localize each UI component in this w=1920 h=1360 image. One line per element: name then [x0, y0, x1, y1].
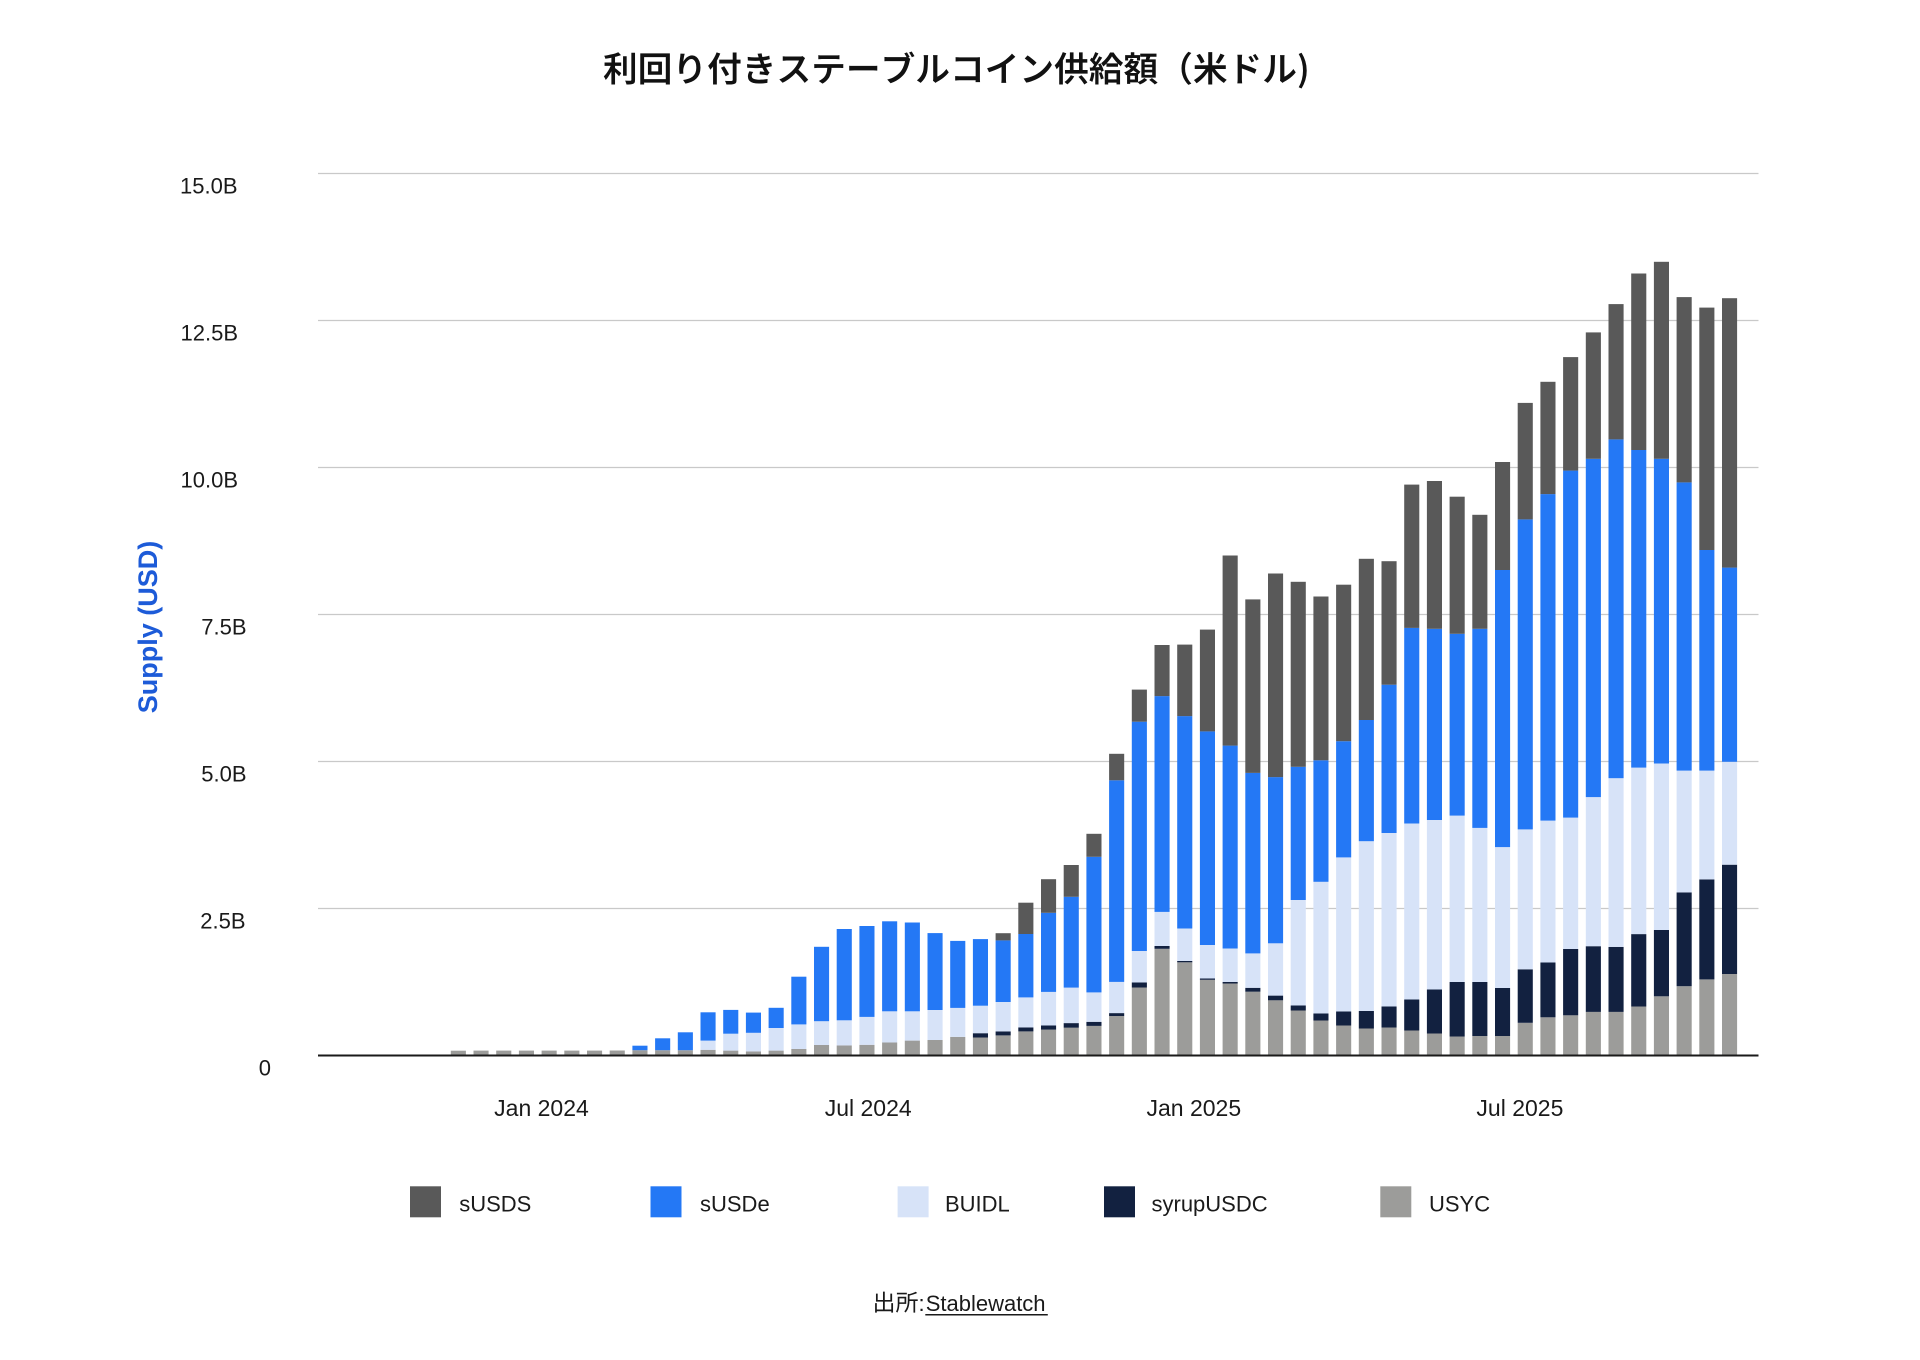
svg-text:2.5B: 2.5B [200, 909, 245, 934]
svg-text:sUSDS: sUSDS [459, 1192, 531, 1217]
svg-text:7.5B: 7.5B [201, 615, 246, 640]
svg-text:Jul 2024: Jul 2024 [825, 1095, 912, 1121]
svg-text:Jan 2025: Jan 2025 [1146, 1095, 1241, 1121]
svg-text:Supply (USD): Supply (USD) [133, 541, 163, 714]
svg-text:15.0B: 15.0B [180, 174, 238, 199]
svg-text:5.0B: 5.0B [201, 762, 246, 787]
svg-text:sUSDe: sUSDe [700, 1192, 770, 1217]
svg-text::: : [919, 1291, 925, 1316]
svg-text:12.5B: 12.5B [181, 321, 239, 346]
svg-text:10.0B: 10.0B [181, 468, 239, 493]
svg-text:Jan 2024: Jan 2024 [494, 1095, 589, 1121]
svg-text:syrupUSDC: syrupUSDC [1152, 1192, 1268, 1217]
svg-text:0: 0 [259, 1056, 271, 1081]
svg-text:USYC: USYC [1429, 1192, 1490, 1217]
svg-text:Stablewatch: Stablewatch [926, 1291, 1046, 1316]
svg-text:Jul 2025: Jul 2025 [1476, 1095, 1563, 1121]
svg-text:BUIDL: BUIDL [945, 1192, 1010, 1217]
